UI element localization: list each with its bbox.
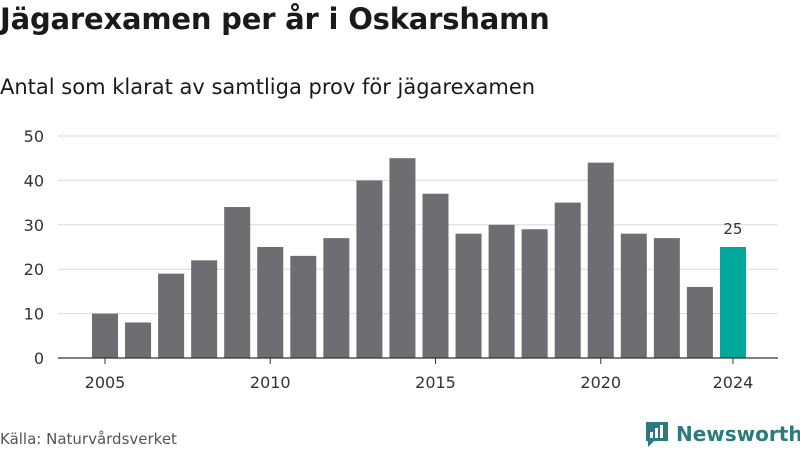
x-tick-label: 2015 — [415, 373, 456, 392]
bar-2017 — [488, 224, 515, 358]
bar-2012 — [323, 238, 350, 358]
y-tick-label: 50 — [24, 127, 44, 146]
bar-2016 — [455, 233, 482, 358]
y-tick-label: 30 — [24, 216, 44, 235]
bar-2024 — [719, 247, 746, 358]
bar-2022 — [653, 238, 680, 358]
newsworthy-logo-icon — [646, 422, 668, 447]
chart-title: Jägarexamen per år i Oskarshamn — [0, 2, 550, 36]
bar-2010 — [257, 247, 284, 358]
bars — [92, 158, 746, 358]
chart-subtitle: Antal som klarat av samtliga prov för jä… — [0, 75, 536, 99]
bar-2007 — [158, 273, 185, 358]
data-label: 25 — [723, 220, 742, 238]
x-tick-label: 2010 — [250, 373, 291, 392]
bar-2008 — [191, 260, 218, 358]
bar-2006 — [125, 322, 152, 358]
brand-name: Newsworthy — [676, 422, 800, 446]
bar-2005 — [92, 313, 118, 358]
bar-2023 — [686, 286, 713, 358]
y-axis-ticks: 0 10 20 30 40 50 — [24, 127, 44, 368]
bar-2009 — [224, 207, 251, 358]
y-tick-label: 0 — [34, 349, 44, 368]
y-tick-label: 20 — [24, 260, 44, 279]
bar-2014 — [389, 158, 416, 358]
bar-2021 — [620, 233, 647, 358]
x-axis-ticks: 2005 2010 2015 2020 2024 — [85, 358, 754, 392]
y-tick-label: 10 — [24, 305, 44, 324]
x-tick-label: 2020 — [580, 373, 621, 392]
x-tick-label: 2024 — [713, 373, 754, 392]
bar-2019 — [554, 202, 581, 358]
bar-2015 — [422, 193, 449, 358]
bar-2013 — [356, 180, 383, 358]
source-note: Källa: Naturvårdsverket — [0, 430, 177, 448]
bar-2018 — [521, 229, 548, 358]
x-tick-label: 2005 — [85, 373, 126, 392]
brand-logo: Newsworthy — [644, 420, 800, 448]
y-tick-label: 40 — [24, 171, 44, 190]
bar-2011 — [290, 255, 317, 358]
bar-2020 — [587, 162, 614, 358]
data-labels: 25 — [723, 220, 742, 238]
